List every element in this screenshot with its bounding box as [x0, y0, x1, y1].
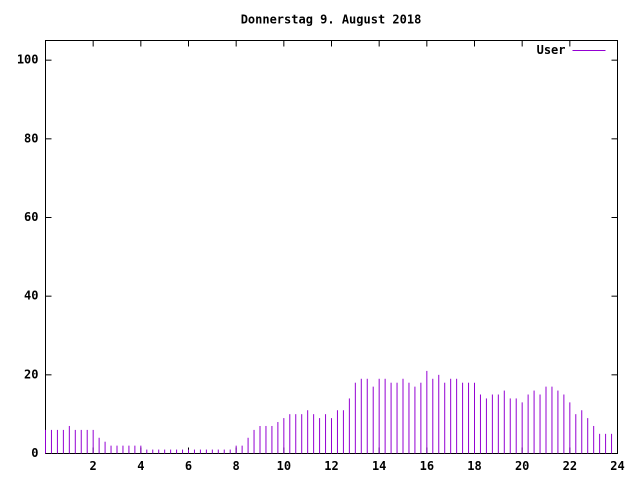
- y-tick-label: 80: [24, 131, 38, 145]
- x-tick-label: 14: [372, 459, 386, 473]
- x-tick-label: 24: [610, 459, 624, 473]
- x-tick-label: 4: [137, 459, 144, 473]
- y-tick-label: 40: [24, 289, 38, 303]
- legend-label: User: [537, 43, 566, 57]
- x-tick-label: 22: [563, 459, 577, 473]
- x-tick-label: 12: [324, 459, 338, 473]
- y-tick-label: 20: [24, 367, 38, 381]
- x-tick-label: 8: [233, 459, 240, 473]
- x-tick-label: 10: [277, 459, 291, 473]
- x-tick-label: 16: [420, 459, 434, 473]
- x-tick-label: 2: [90, 459, 97, 473]
- chart-title: Donnerstag 9. August 2018: [241, 13, 422, 27]
- x-tick-label: 20: [515, 459, 529, 473]
- x-tick-label: 6: [185, 459, 192, 473]
- y-tick-label: 0: [31, 446, 38, 460]
- y-tick-label: 100: [17, 53, 39, 67]
- x-tick-label: 18: [467, 459, 481, 473]
- y-tick-label: 60: [24, 210, 38, 224]
